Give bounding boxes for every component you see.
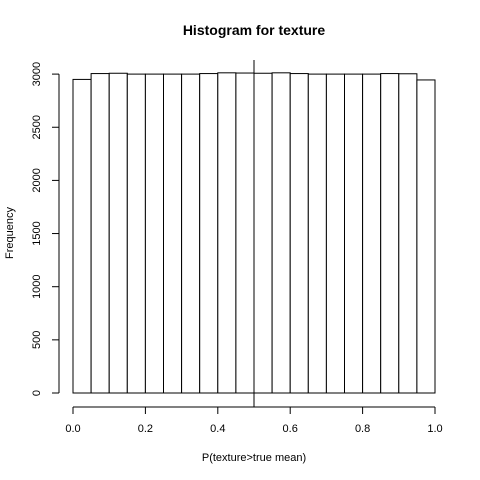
y-tick-label: 1500 — [31, 221, 43, 245]
histogram-bar-11 — [253, 72, 273, 394]
y-tick-label: 500 — [31, 331, 43, 349]
y-axis-label: Frequency — [4, 207, 16, 259]
y-tick-label: 2000 — [31, 168, 43, 192]
histogram-bar-15 — [325, 73, 345, 394]
histogram-bar-5 — [144, 73, 164, 394]
y-axis: 0 500 1000 1500 2000 2500 3000 — [31, 62, 60, 396]
histogram-bars — [72, 72, 436, 394]
histogram-bar-17 — [362, 73, 382, 394]
chart-title: Histogram for texture — [183, 22, 326, 38]
x-axis-label: P(texture>true mean) — [202, 452, 306, 464]
x-axis: 0.0 0.2 0.4 0.6 0.8 1.0 — [65, 406, 443, 435]
histogram-bar-20 — [416, 79, 436, 394]
histogram-bar-12 — [271, 72, 291, 394]
x-tick-label: 0.4 — [210, 423, 225, 435]
histogram-bar-8 — [199, 73, 219, 394]
x-tick-label: 0.8 — [355, 423, 370, 435]
histogram-bar-1 — [72, 78, 92, 394]
histogram-bar-13 — [289, 73, 309, 394]
x-tick-label: 0.2 — [138, 423, 153, 435]
y-tick-label: 0 — [31, 390, 43, 396]
histogram-bar-16 — [344, 73, 364, 394]
x-tick-label: 0.0 — [65, 423, 80, 435]
histogram-bar-4 — [126, 73, 146, 394]
x-tick-label: 0.6 — [283, 423, 298, 435]
histogram-bar-3 — [108, 72, 128, 394]
x-tick-label: 1.0 — [427, 423, 442, 435]
histogram-bar-19 — [398, 73, 418, 394]
histogram-bar-9 — [217, 72, 237, 394]
histogram-bar-10 — [235, 72, 255, 394]
histogram-bar-6 — [163, 73, 183, 394]
y-tick-label: 3000 — [31, 62, 43, 86]
histogram-bar-7 — [181, 73, 201, 394]
histogram-bar-2 — [90, 73, 110, 394]
histogram-bar-18 — [380, 73, 400, 394]
y-tick-label: 1000 — [31, 274, 43, 298]
y-tick-label: 2500 — [31, 115, 43, 139]
histogram-bar-14 — [307, 73, 327, 394]
